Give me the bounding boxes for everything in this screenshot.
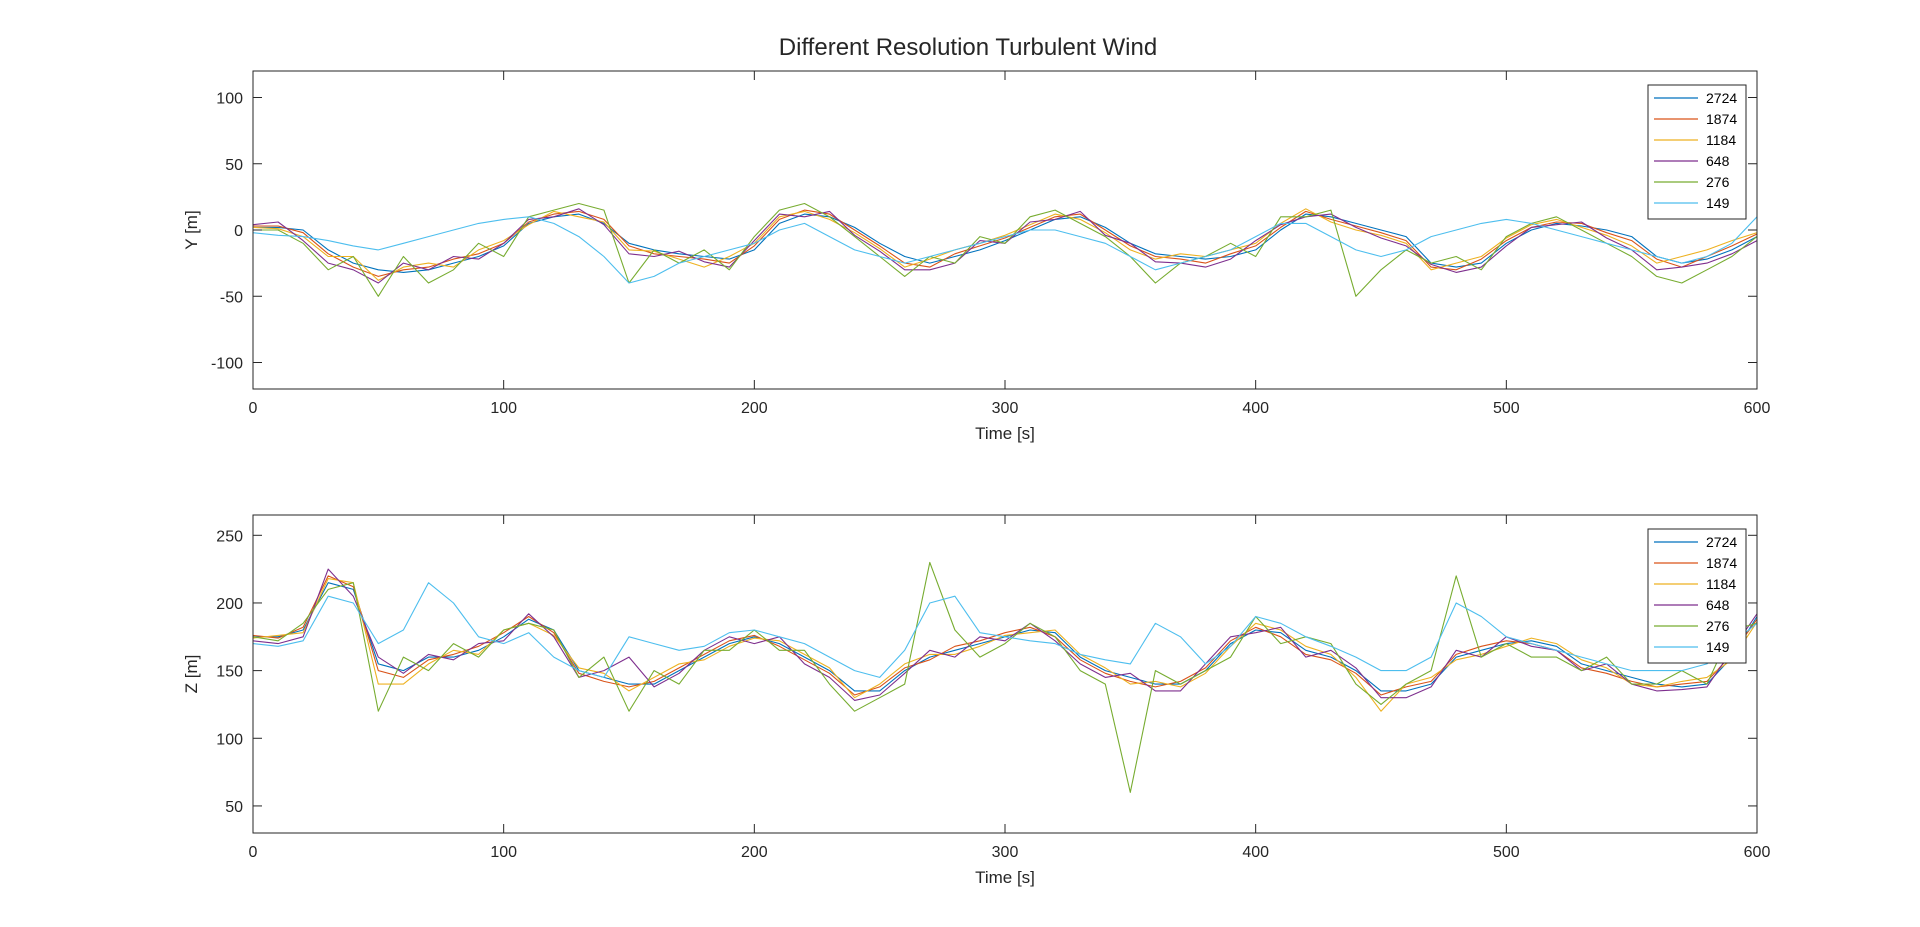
x-tick-label: 100: [490, 844, 517, 861]
legend-entry-648: 648: [1706, 153, 1730, 169]
legend-entry-1874: 1874: [1706, 111, 1737, 127]
series-line-1184: [253, 208, 1757, 281]
x-tick-label: 100: [490, 400, 517, 417]
x-tick-label: 500: [1493, 400, 1520, 417]
x-tick-label: 400: [1242, 844, 1269, 861]
x-axis-label: Time [s]: [975, 868, 1035, 887]
y-position-axes: 0 100 200 300 400 500 600 -100 -50 0 50 100 Time [s]…: [182, 70, 1771, 443]
series-line-149: [253, 582, 1757, 678]
series-line-149: [253, 216, 1757, 284]
y-tick-label: 250: [216, 528, 243, 545]
y-axis-label: Z [m]: [182, 655, 201, 694]
x-tick-label: 600: [1744, 400, 1771, 417]
y-tick-label: 50: [225, 799, 243, 816]
series-line-276: [253, 202, 1757, 297]
y-tick-label: 200: [216, 596, 243, 613]
legend-entry-149: 149: [1706, 195, 1730, 211]
y-tick-label: 0: [234, 223, 243, 240]
y-tick-label: -50: [220, 289, 243, 306]
legend-entry-648: 648: [1706, 597, 1730, 613]
plot-area: [253, 515, 1757, 833]
legend-entry-1184: 1184: [1706, 576, 1736, 592]
series-lines: [253, 561, 1757, 793]
figure-title: Different Resolution Turbulent Wind: [779, 34, 1157, 61]
x-tick-label: 400: [1242, 400, 1269, 417]
x-tick-label: 0: [249, 844, 258, 861]
y-tick-label: 50: [225, 157, 243, 174]
y-axis-label: Y [m]: [182, 210, 201, 249]
legend: 2724 1874 1184 648 276 149: [1647, 528, 1747, 664]
legend-entry-276: 276: [1706, 174, 1730, 190]
y-tick-label: 150: [216, 664, 243, 681]
series-line-2724: [253, 213, 1757, 273]
legend-entry-276: 276: [1706, 618, 1730, 634]
legend: 2724 1874 1184 648 276 149: [1647, 84, 1747, 220]
legend-entry-1184: 1184: [1706, 132, 1736, 148]
y-tick-label: 100: [216, 91, 243, 108]
legend-entry-149: 149: [1706, 639, 1730, 655]
series-lines: [253, 202, 1757, 297]
x-tick-label: 0: [249, 400, 258, 417]
legend-entry-2724: 2724: [1706, 90, 1737, 106]
legend-box: [1647, 84, 1747, 220]
x-axis-label: Time [s]: [975, 424, 1035, 443]
x-tick-label: 600: [1744, 844, 1771, 861]
z-position-axes: 0 100 200 300 400 500 600 50 100 150 200 250 Time [s…: [182, 514, 1771, 887]
legend-box: [1647, 528, 1747, 664]
x-tick-label: 200: [741, 844, 768, 861]
series-line-1874: [253, 575, 1757, 696]
legend-entry-2724: 2724: [1706, 534, 1737, 550]
y-tick-label: 100: [216, 731, 243, 748]
plot-area: [253, 71, 1757, 389]
y-tick-label: -100: [211, 356, 243, 373]
x-tick-label: 300: [992, 400, 1019, 417]
legend-entry-1874: 1874: [1706, 555, 1737, 571]
x-tick-label: 300: [992, 844, 1019, 861]
series-line-276: [253, 561, 1757, 793]
x-tick-label: 500: [1493, 844, 1520, 861]
x-tick-label: 200: [741, 400, 768, 417]
